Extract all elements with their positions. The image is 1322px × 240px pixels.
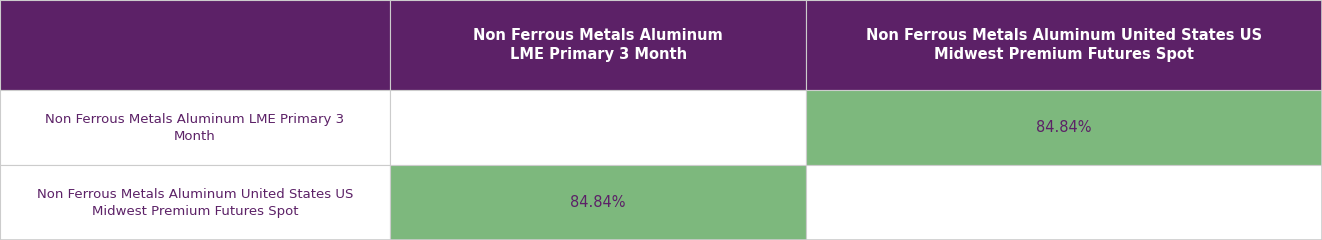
Bar [0, 165, 390, 240]
Bar [806, 165, 1322, 240]
Bar [390, 165, 806, 240]
Bar [0, 90, 390, 165]
Text: Non Ferrous Metals Aluminum
LME Primary 3 Month: Non Ferrous Metals Aluminum LME Primary … [473, 28, 723, 62]
Text: Non Ferrous Metals Aluminum United States US
Midwest Premium Futures Spot: Non Ferrous Metals Aluminum United State… [866, 28, 1263, 62]
Bar [0, 0, 390, 90]
Text: 84.84%: 84.84% [1036, 120, 1092, 135]
Text: Non Ferrous Metals Aluminum United States US
Midwest Premium Futures Spot: Non Ferrous Metals Aluminum United State… [37, 187, 353, 217]
Bar [806, 90, 1322, 165]
Bar [390, 0, 806, 90]
Bar [806, 0, 1322, 90]
Bar [390, 90, 806, 165]
Text: 84.84%: 84.84% [571, 195, 625, 210]
Text: Non Ferrous Metals Aluminum LME Primary 3
Month: Non Ferrous Metals Aluminum LME Primary … [45, 113, 345, 143]
